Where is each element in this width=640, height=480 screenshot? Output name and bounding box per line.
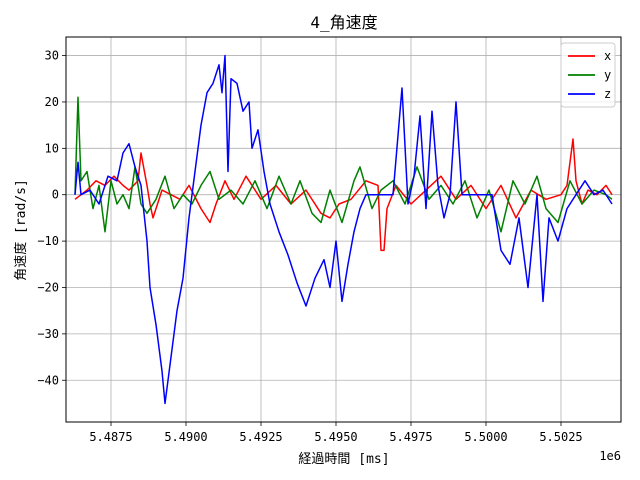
series-line-z — [74, 54, 613, 405]
y-tick-label: −10 — [37, 234, 59, 248]
y-tick-label: −30 — [37, 327, 59, 341]
legend: xyz — [560, 42, 616, 108]
y-axis: −40 −30 −20 −10 0 10 20 30 — [37, 49, 66, 387]
x-tick-label: 5.5025 — [539, 430, 582, 444]
y-tick-label: 30 — [45, 49, 59, 63]
x-tick-label: 5.4875 — [89, 430, 132, 444]
y-axis-title: 角速度 [rad/s] — [13, 179, 29, 281]
y-tick-label: 20 — [45, 95, 59, 109]
x-axis: 5.4875 5.4900 5.4925 5.4950 5.4975 5.5000 5.50… — [89, 422, 583, 444]
y-tick-label: −40 — [37, 373, 59, 387]
y-tick-label: 0 — [52, 188, 59, 202]
x-tick-label: 5.4925 — [239, 430, 282, 444]
series-line-y — [74, 96, 613, 233]
x-tick-label: 5.5000 — [464, 430, 507, 444]
legend-label-z: z — [604, 87, 611, 101]
legend-label-x: x — [604, 49, 611, 63]
x-axis-title: 経過時間 [ms] — [298, 452, 389, 467]
x-offset-label: 1e6 — [599, 449, 621, 463]
series-layer — [74, 54, 613, 405]
plot-frame — [65, 36, 622, 423]
chart-title: 4_角速度 — [310, 13, 377, 32]
y-tick-label: −20 — [37, 280, 59, 294]
x-tick-label: 5.4950 — [314, 430, 357, 444]
x-tick-label: 5.4900 — [164, 430, 207, 444]
x-tick-label: 5.4975 — [389, 430, 432, 444]
legend-label-y: y — [604, 68, 611, 82]
y-tick-label: 10 — [45, 141, 59, 155]
